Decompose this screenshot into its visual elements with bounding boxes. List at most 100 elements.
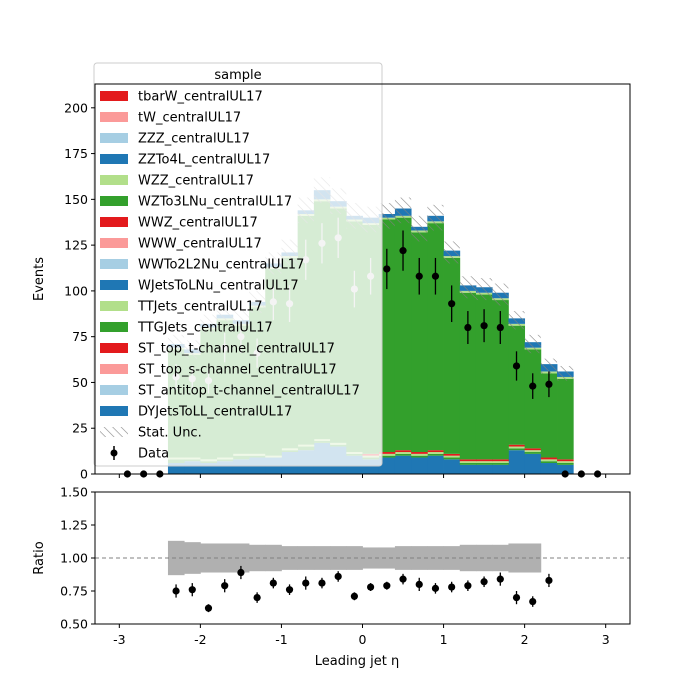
ratio-point [334, 572, 342, 581]
y-tick-label: 50 [72, 375, 88, 390]
x-tick-label: -3 [113, 632, 125, 647]
data-point [383, 265, 391, 273]
stack-bar [443, 453, 461, 456]
stack-bar [378, 457, 396, 474]
ratio-x-axis: -3 -2 -1 0 1 2 3 [113, 624, 610, 647]
stat-unc-box [475, 278, 493, 301]
x-tick-label: 2 [521, 632, 529, 647]
main-y-axis: 0 25 50 75 100 125 150 175 200 [64, 100, 95, 482]
stack-bar [411, 455, 428, 458]
ratio-point [512, 594, 521, 602]
ratio-point [221, 582, 229, 590]
stack-bar [492, 459, 509, 462]
ratio-point [399, 575, 407, 583]
stack-bar [459, 459, 477, 462]
ratio-panel: 0.50 0.75 1.00 1.25 1.50 -3 -2 -1 0 1 2 3 Ratio Le… [32, 485, 631, 669]
stack-bar [427, 452, 444, 454]
stack-bar [411, 452, 428, 454]
legend-label: ZZZ_centralUL17 [138, 132, 250, 147]
stack-bar [427, 455, 444, 474]
ratio-point [464, 582, 472, 590]
ratio-point [172, 587, 180, 595]
stack-bar [411, 453, 428, 456]
ratio-y-tick-label: 1.50 [60, 485, 88, 500]
ratio-band-segment [232, 543, 250, 573]
stat-unc-box [540, 358, 558, 374]
stack-bar [427, 450, 444, 453]
ratio-band-segment [492, 544, 509, 572]
legend-label: tW_centralUL17 [138, 111, 241, 126]
x-tick-label: 1 [440, 632, 448, 647]
stack-bar [378, 455, 396, 458]
stack-bar [378, 453, 396, 456]
stack-bar [557, 463, 574, 465]
data-point [496, 323, 504, 332]
stack-bar [475, 463, 493, 465]
legend-swatch [100, 133, 128, 143]
stack-bar [475, 459, 493, 462]
stack-bar [508, 325, 526, 445]
stack-bar [394, 217, 412, 451]
legend-title: sample [214, 68, 261, 83]
stack-bar [167, 463, 185, 474]
stack-bar [443, 457, 461, 460]
legend-swatch [100, 112, 128, 122]
legend-label: WWZ_centralUL17 [138, 216, 258, 231]
legend-swatch [100, 280, 128, 290]
data-point [480, 322, 488, 330]
ratio-y-tick-label: 0.50 [60, 617, 88, 632]
legend-label: Stat. Unc. [138, 426, 202, 441]
stack-bar [443, 459, 461, 474]
legend-swatch [100, 217, 128, 227]
stack-bar [459, 292, 477, 460]
main-panel: sample tbarW_centralUL17 tW_centralUL17 ZZZ… [32, 62, 631, 482]
x-tick-label: -1 [275, 632, 287, 647]
data-point [464, 323, 472, 332]
ratio-band-segment [475, 544, 493, 572]
ratio-band-segment [167, 540, 185, 576]
legend-swatch [100, 175, 128, 185]
ratio-point [496, 575, 504, 583]
legend-swatch [100, 154, 128, 164]
x-tick-label: 3 [602, 632, 610, 647]
ratio-point [448, 583, 456, 591]
ratio-point [431, 584, 440, 592]
stack-bar [508, 446, 526, 449]
ratio-point [285, 586, 294, 594]
stack-bar [540, 457, 558, 460]
legend-swatch [100, 238, 128, 248]
stack-bar [540, 459, 558, 462]
legend-label: Data [138, 447, 169, 462]
x-tick-label: -2 [194, 632, 206, 647]
ratio-y-axis-label: Ratio [32, 541, 47, 574]
legend-swatch [100, 91, 128, 101]
ratio-point [529, 597, 537, 606]
ratio-band-segment [184, 542, 201, 574]
x-axis-label: Leading jet η [315, 654, 400, 669]
stack-bar [378, 452, 396, 454]
legend-swatch [100, 322, 128, 332]
stack-bar [524, 453, 542, 474]
legend-label: DYJetsToLL_centralUL17 [138, 405, 292, 420]
stat-unc-box [411, 215, 428, 242]
y-tick-label: 25 [72, 421, 88, 436]
stack-bar [557, 464, 574, 474]
stack-bar [200, 463, 217, 474]
stack-bar [557, 378, 574, 460]
stat-unc-box [557, 365, 574, 381]
stack-bar [394, 450, 412, 453]
legend-label: ZZTo4L_centralUL17 [138, 153, 270, 168]
stat-unc-box [524, 334, 541, 354]
ratio-band-segment [443, 546, 461, 570]
data-point [399, 247, 407, 255]
ratio-point [302, 579, 310, 587]
y-tick-label: 200 [64, 100, 88, 115]
ratio-point [253, 594, 261, 602]
ratio-point [480, 578, 488, 586]
stack-bar [394, 453, 412, 456]
stack-bar [508, 450, 526, 474]
stack-bar [557, 461, 574, 464]
data-point [415, 272, 423, 280]
y-tick-label: 100 [64, 283, 88, 298]
